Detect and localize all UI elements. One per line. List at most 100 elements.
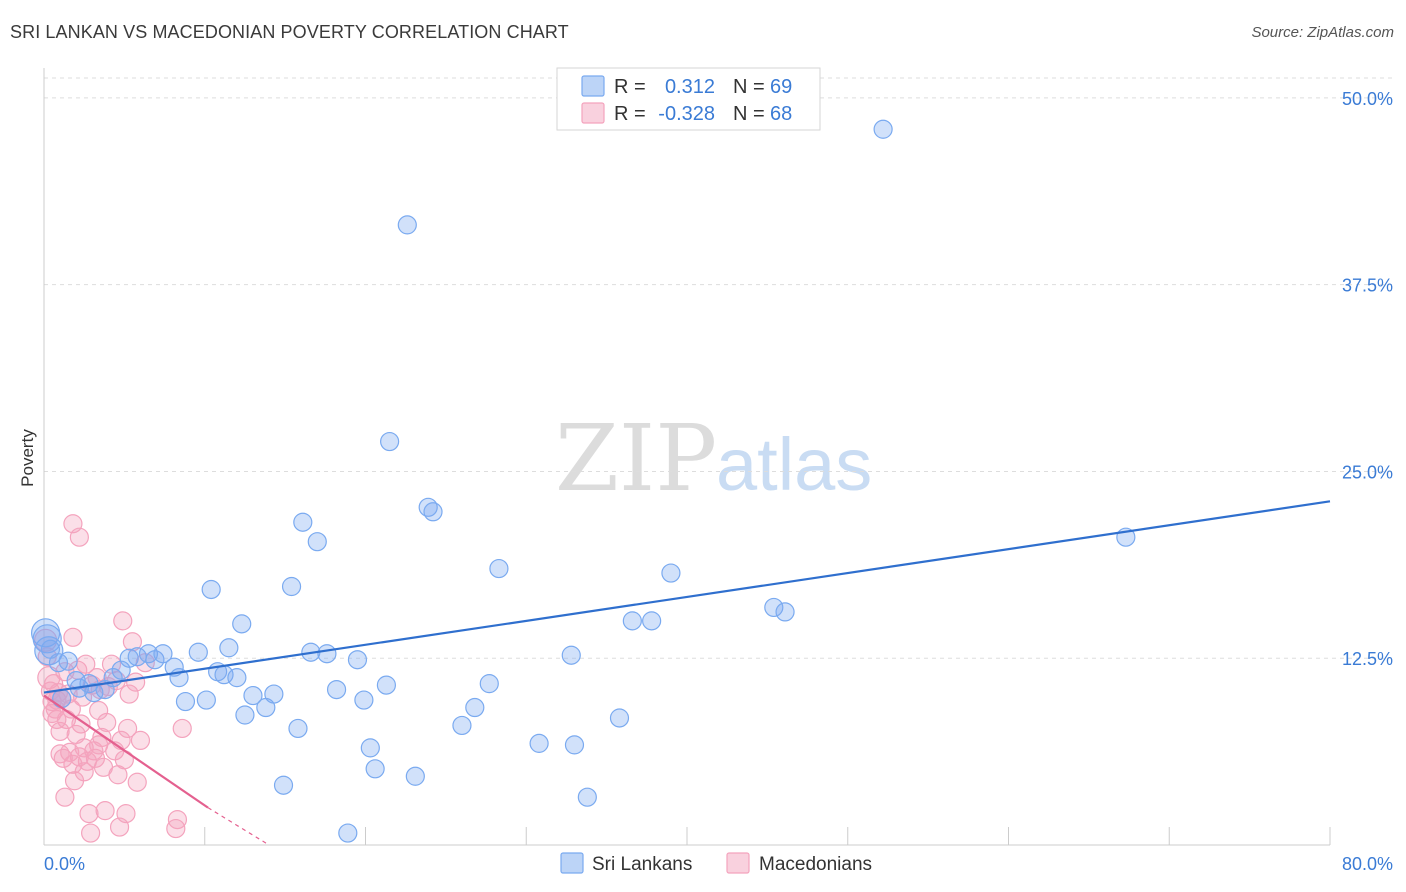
point-srilankans (423, 502, 443, 522)
point-srilankans (188, 642, 208, 662)
y-tick-label: 12.5% (1342, 649, 1393, 669)
point-macedonians (126, 672, 146, 692)
point-macedonians (71, 714, 91, 734)
watermark-zip: ZIP (555, 405, 717, 512)
point-srilankans (642, 611, 662, 631)
point-srilankans (489, 558, 509, 579)
point-srilankans (405, 766, 425, 786)
trend-line-srilankans (43, 500, 1331, 694)
point-srilankans (452, 715, 472, 736)
point-macedonians (74, 762, 94, 782)
point-srilankans (175, 691, 196, 712)
point-macedonians (122, 632, 143, 652)
bottom-legend-swatch-srilankans (560, 852, 584, 874)
y-axis-title: Poverty (18, 429, 37, 487)
point-macedonians (50, 721, 70, 742)
point-macedonians (79, 804, 99, 824)
y-tick-label: 50.0% (1342, 89, 1393, 109)
legend-r-value-srilankans: 0.312 (665, 76, 715, 98)
point-srilankans (873, 119, 893, 139)
point-srilankans (34, 636, 64, 666)
trend-line-macedonians (43, 694, 209, 809)
point-srilankans (376, 675, 396, 695)
source-label: Source: ZipAtlas.com (1251, 24, 1394, 41)
point-srilankans (32, 624, 62, 654)
legend-n-value-srilankans: 69 (770, 76, 792, 98)
legend-swatch-srilankans (581, 75, 605, 97)
point-srilankans (52, 688, 72, 709)
point-macedonians (63, 754, 83, 774)
point-srilankans (273, 775, 294, 795)
point-macedonians (167, 809, 188, 830)
point-srilankans (40, 639, 61, 659)
legend-n-label-2: N = (733, 103, 765, 125)
bottom-legend-label-srilankans: Sri Lankans (592, 854, 692, 875)
point-srilankans (153, 644, 173, 664)
point-srilankans (360, 738, 380, 758)
y-tick-label: 37.5% (1342, 276, 1393, 296)
point-macedonians (113, 611, 133, 631)
point-srilankans (338, 823, 358, 843)
point-macedonians (117, 718, 138, 739)
legend-r-label-2: R = (614, 103, 646, 125)
point-srilankans (465, 697, 485, 718)
point-srilankans (564, 735, 585, 755)
point-srilankans (232, 614, 252, 634)
point-macedonians (97, 712, 117, 733)
legend-n-value-macedonians: 68 (770, 103, 792, 125)
y-tick-labels: 12.5% 25.0% 37.5% 50.0% (1342, 89, 1393, 669)
point-srilankans (326, 679, 347, 700)
legend-r-label-1: R = (614, 76, 646, 98)
point-macedonians (89, 735, 109, 755)
point-srilankans (281, 576, 302, 597)
point-srilankans (609, 708, 630, 728)
point-srilankans (119, 648, 139, 668)
point-srilankans (479, 674, 499, 694)
legend-r-value-macedonians: -0.328 (658, 103, 715, 125)
point-macedonians (172, 718, 192, 739)
point-srilankans (84, 682, 104, 703)
point-srilankans (235, 705, 255, 725)
point-srilankans (58, 651, 78, 671)
point-macedonians (127, 772, 147, 792)
point-srilankans (561, 645, 581, 665)
point-srilankans (243, 685, 263, 706)
point-macedonians (69, 527, 89, 547)
legend-swatch-macedonians (581, 102, 605, 124)
point-srilankans (577, 787, 597, 807)
point-srilankans (529, 733, 549, 753)
point-macedonians (47, 709, 67, 730)
point-macedonians (81, 823, 101, 843)
bottom-legend: Sri Lankans Macedonians (560, 852, 872, 875)
point-srilankans (380, 431, 400, 452)
point-macedonians (95, 801, 115, 821)
point-srilankans (764, 597, 784, 618)
x-tick-label-left: 0.0% (44, 854, 85, 874)
bottom-legend-swatch-macedonians (726, 852, 750, 874)
point-srilankans (201, 579, 221, 600)
point-srilankans (622, 611, 642, 631)
trend-lines (43, 500, 1331, 846)
point-srilankans (317, 644, 337, 664)
point-macedonians (44, 674, 64, 694)
point-srilankans (307, 532, 327, 552)
point-srilankans (347, 650, 368, 670)
point-srilankans (365, 759, 385, 779)
point-macedonians (60, 742, 80, 762)
trend-line-dashed-macedonians (207, 807, 270, 846)
point-srilankans (227, 668, 247, 688)
point-srilankans (288, 718, 308, 739)
y-tick-label: 25.0% (1342, 462, 1393, 482)
point-macedonians (63, 627, 83, 647)
x-ticks (43, 827, 1331, 845)
gridlines (44, 77, 1393, 659)
point-macedonians (130, 730, 151, 751)
point-srilankans (196, 690, 216, 710)
point-srilankans (397, 215, 417, 235)
legend-n-label-1: N = (733, 76, 765, 98)
point-srilankans (264, 684, 284, 704)
point-macedonians (119, 684, 139, 704)
point-srilankans (219, 638, 239, 658)
point-macedonians (55, 787, 75, 807)
